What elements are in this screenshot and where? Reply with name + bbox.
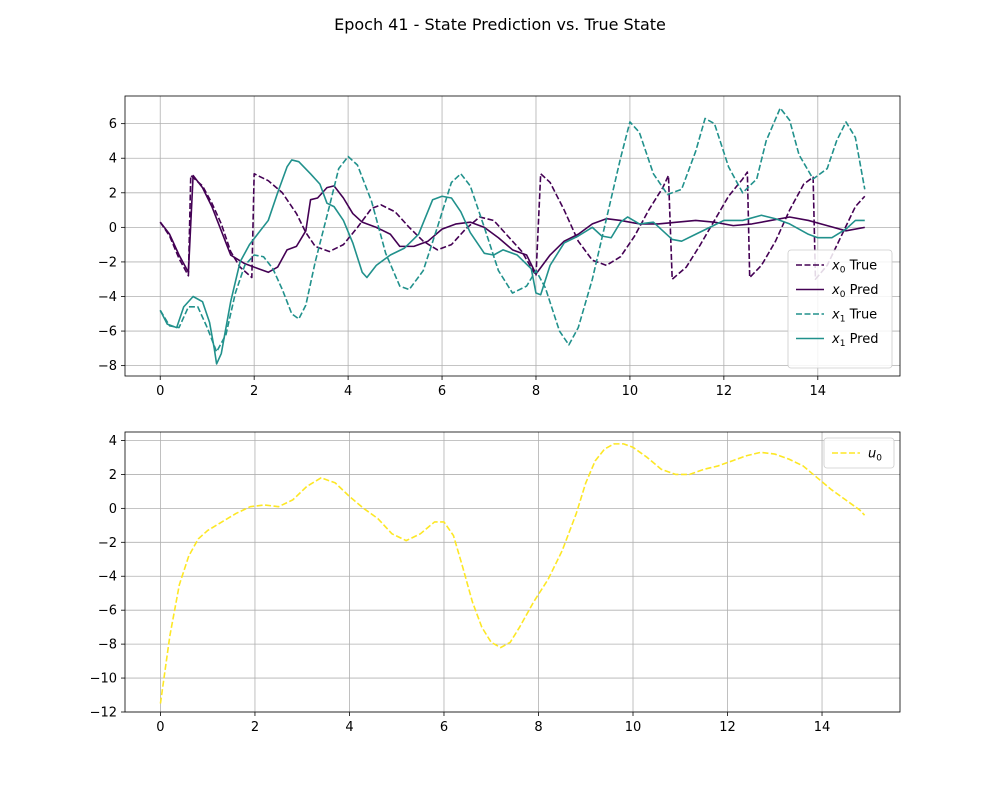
x-tick-label: 4 — [344, 384, 352, 399]
x-tick-label: 10 — [625, 720, 642, 735]
y-tick-label: 2 — [109, 186, 117, 201]
y-tick-label: −8 — [98, 638, 117, 653]
series-line-u0-true — [159, 443, 866, 704]
axes-frame — [124, 431, 901, 713]
x-tick-label: 10 — [622, 384, 639, 399]
x-tick-label: 14 — [814, 720, 831, 735]
y-tick-label: −2 — [98, 255, 117, 270]
y-tick-label: −6 — [98, 604, 117, 619]
x-tick-label: 2 — [251, 720, 259, 735]
y-tick-label: −10 — [90, 672, 117, 687]
legend-label: x1 Pred — [831, 332, 879, 349]
control-chart: 0 2 4 6 8 10 12 14 −12 −10 −8 −6 −4 −2 0 2 4 u0 — [90, 431, 901, 735]
y-tick-label: 0 — [109, 502, 117, 517]
x-tick-label: 4 — [345, 720, 353, 735]
y-tick-label: −4 — [98, 570, 117, 585]
y-tick-label: 6 — [109, 117, 117, 132]
legend-label: x0 True — [831, 259, 877, 276]
legend-label: u0 — [868, 447, 882, 464]
x-tick-label: 12 — [719, 720, 736, 735]
state-chart: 0 2 4 6 8 10 12 14 −8 −6 −4 −2 0 2 4 6 x0 True x0 Pred x1 … — [98, 95, 901, 399]
x-tick-label: 2 — [250, 384, 258, 399]
y-tick-label: 4 — [109, 434, 117, 449]
y-tick-label: 2 — [109, 468, 117, 483]
x-tick-label: 14 — [810, 384, 827, 399]
y-tick-label: −2 — [98, 536, 117, 551]
legend-label: x0 Pred — [831, 283, 879, 300]
x-tick-label: 12 — [716, 384, 733, 399]
legend: x0 True x0 Pred x1 True x1 Pred — [787, 249, 893, 369]
y-tick-label: −12 — [90, 706, 117, 721]
axes-frame — [124, 95, 901, 377]
series-line-x0-pred — [159, 174, 865, 275]
y-tick-label: −4 — [98, 290, 117, 305]
series-line-x1-true — [159, 107, 866, 353]
y-tick-label: −6 — [98, 325, 117, 340]
legend-label: x1 True — [831, 308, 877, 325]
plot-area — [125, 432, 900, 712]
y-tick-label: 0 — [109, 221, 117, 236]
x-tick-label: 0 — [156, 384, 164, 399]
series-line-x1-pred — [159, 159, 865, 365]
series-line-x0-true — [159, 171, 866, 281]
y-tick-label: 4 — [109, 152, 117, 167]
x-tick-label: 6 — [438, 384, 446, 399]
figure-title: Epoch 41 - State Prediction vs. True Sta… — [334, 15, 666, 34]
plot-area — [125, 96, 900, 376]
x-tick-label: 8 — [532, 384, 540, 399]
y-tick-label: −8 — [98, 359, 117, 374]
x-tick-label: 8 — [534, 720, 542, 735]
x-tick-label: 0 — [156, 720, 164, 735]
x-tick-label: 6 — [440, 720, 448, 735]
legend: u0 — [823, 437, 895, 469]
